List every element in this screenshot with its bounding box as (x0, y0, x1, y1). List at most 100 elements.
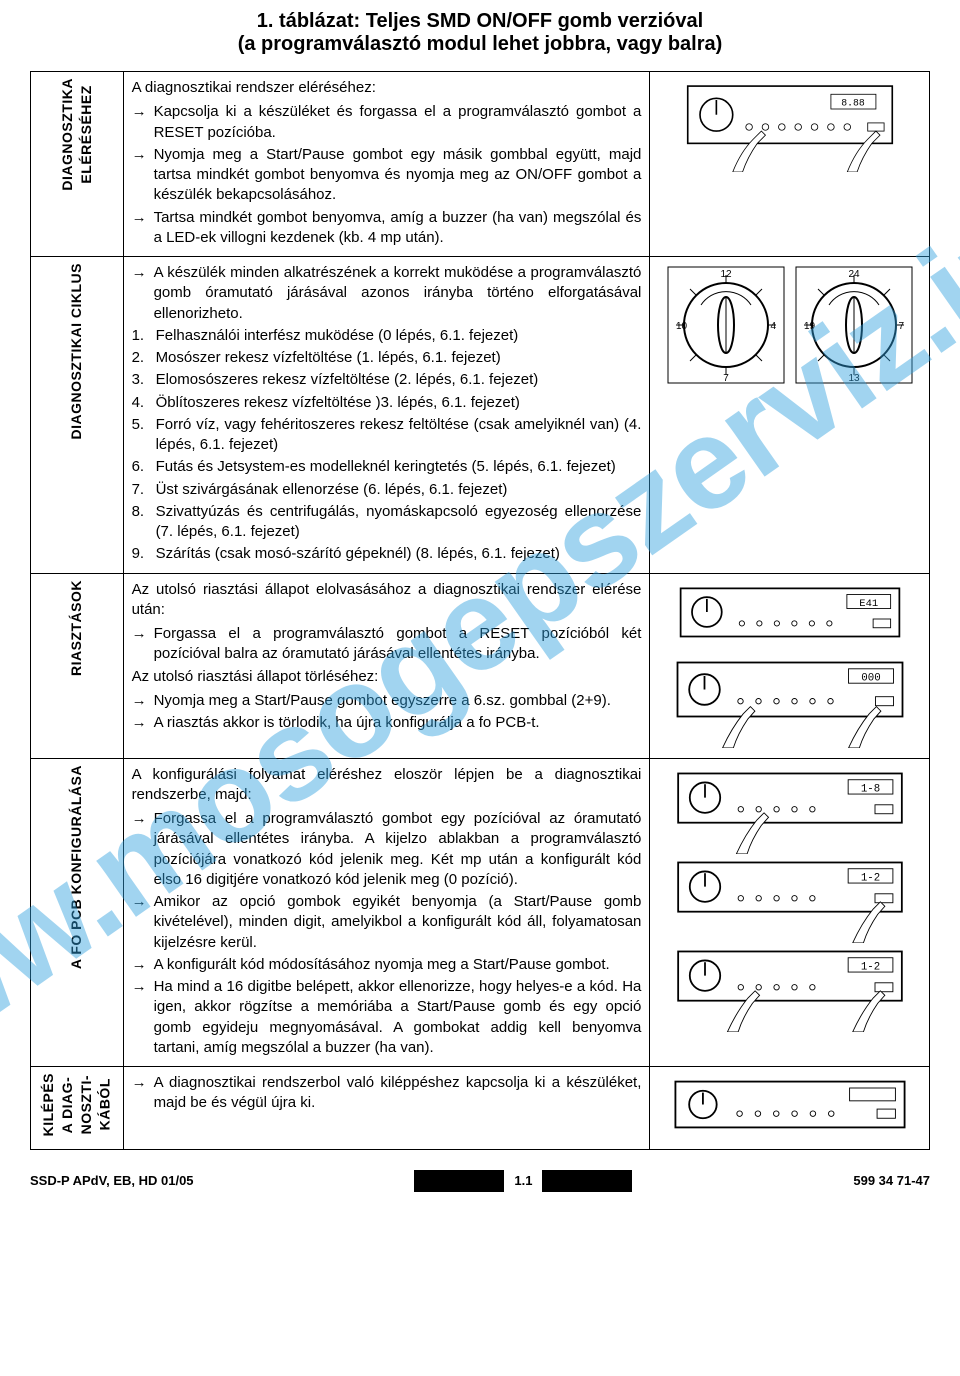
list-text: Forgassa el a programválasztó gombot egy… (154, 809, 642, 890)
intro-text: Az utolsó riasztási állapot törléséhez: (132, 667, 642, 687)
row-label-cell: DIAGNOSZTIKAI CIKLUS (31, 257, 124, 574)
list-number: 2. (132, 348, 156, 368)
dial-illustration-2: 24 19 7 13 (794, 265, 914, 385)
list-item: Nyomja meg a Start/Pause gombot egy mási… (132, 145, 642, 206)
list-text: Nyomja meg a Start/Pause gombot egy mási… (154, 145, 642, 206)
numbered-list: 1.Felhasználói interfész muködése (0 lép… (132, 326, 642, 565)
row-image-cell: 1-8 1-2 1-2 (650, 758, 930, 1067)
row-image-cell (650, 1067, 930, 1150)
list-item: 1.Felhasználói interfész muködése (0 lép… (132, 326, 642, 346)
list-text: Üst szivárgásának ellenorzése (6. lépés,… (156, 480, 642, 500)
row-label: RIASZTÁSOK (67, 580, 86, 676)
table-row: A FO PCB KONFIGURÁLÁSA A konfigurálási f… (31, 758, 930, 1067)
row-label-cell: A FO PCB KONFIGURÁLÁSA (31, 758, 124, 1067)
row-content: A diagnosztikai rendszerbol való kiléppé… (123, 1067, 650, 1150)
row-content: A készülék minden alkatrészének a korrek… (123, 257, 650, 574)
list-item: A riasztás akkor is törlodik, ha újra ko… (132, 713, 642, 733)
row-image-cell: 12 10 4 7 24 19 7 13 (650, 257, 930, 574)
arrow-list: A készülék minden alkatrészének a korrek… (132, 263, 642, 324)
list-text: Tartsa mindkét gombot benyomva, amíg a b… (154, 208, 642, 249)
svg-text:1-2: 1-2 (861, 872, 880, 884)
dial-illustration-1: 12 10 4 7 (666, 265, 786, 385)
svg-text:10: 10 (676, 321, 688, 332)
svg-text:7: 7 (723, 373, 729, 384)
svg-text:1-2: 1-2 (861, 961, 880, 973)
list-item: 8.Szivattyúzás és centrifugálás, nyomásk… (132, 502, 642, 543)
list-text: Felhasználói interfész muködése (0 lépés… (156, 326, 642, 346)
list-item: Tartsa mindkét gombot benyomva, amíg a b… (132, 208, 642, 249)
page-number: 1.1 (514, 1173, 532, 1188)
list-text: A riasztás akkor is törlodik, ha újra ko… (154, 713, 642, 733)
row-content: A konfigurálási folyamat eléréshez elosz… (123, 758, 650, 1067)
list-item: Amikor az opció gombok egyikét benyomja … (132, 892, 642, 953)
list-item: Forgassa el a programválasztó gombot egy… (132, 809, 642, 890)
list-number: 1. (132, 326, 156, 346)
list-number: 5. (132, 415, 156, 456)
list-number: 6. (132, 457, 156, 477)
control-panel-illustration: 1-2 (660, 947, 920, 1032)
list-number: 9. (132, 544, 156, 564)
row-label: KILÉPÉS A DIAG- NOSZTI- KÁBÓL (39, 1073, 115, 1136)
list-text: A konfigurált kód módosításához nyomja m… (154, 955, 642, 975)
control-panel-illustration: E41 (660, 584, 920, 654)
control-panel-illustration (660, 1077, 920, 1132)
intro-text: A konfigurálási folyamat eléréshez elosz… (132, 765, 642, 806)
list-item: 5.Forró víz, vagy fehéritoszeres rekesz … (132, 415, 642, 456)
control-panel-illustration: 8.88 (660, 82, 920, 172)
table-row: KILÉPÉS A DIAG- NOSZTI- KÁBÓL A diagnosz… (31, 1067, 930, 1150)
svg-text:000: 000 (861, 672, 880, 684)
list-text: Forgassa el a programválasztó gombot a R… (154, 624, 642, 665)
list-item: 9.Szárítás (csak mosó-szárító gépeknél) … (132, 544, 642, 564)
list-text: Mosószer rekesz vízfeltöltése (1. lépés,… (156, 348, 642, 368)
page-title: 1. táblázat: Teljes SMD ON/OFF gomb verz… (30, 10, 930, 56)
list-item: Forgassa el a programválasztó gombot a R… (132, 624, 642, 665)
footer-left: SSD-P APdV, EB, HD 01/05 (30, 1173, 194, 1188)
list-item: A készülék minden alkatrészének a korrek… (132, 263, 642, 324)
svg-text:E41: E41 (859, 597, 878, 609)
arrow-list: A diagnosztikai rendszerbol való kiléppé… (132, 1073, 642, 1114)
intro-text: Az utolsó riasztási állapot elolvasásáho… (132, 580, 642, 621)
row-label: A FO PCB KONFIGURÁLÁSA (67, 765, 86, 969)
arrow-list: Nyomja meg a Start/Pause gombot egyszerr… (132, 691, 642, 734)
table-row: DIAGNOSZTIKA ELÉRÉSÉHEZ A diagnosztikai … (31, 72, 930, 257)
list-item: Ha mind a 16 digitbe belépett, akkor ell… (132, 977, 642, 1058)
title-line-2: (a programválasztó modul lehet jobbra, v… (30, 33, 930, 56)
svg-text:12: 12 (720, 269, 732, 280)
row-label: DIAGNOSZTIKA ELÉRÉSÉHEZ (58, 78, 96, 191)
arrow-list: Kapcsolja ki a készüléket és forgassa el… (132, 102, 642, 248)
list-item: Nyomja meg a Start/Pause gombot egyszerr… (132, 691, 642, 711)
list-number: 8. (132, 502, 156, 543)
control-panel-illustration: 1-2 (660, 858, 920, 943)
row-content: A diagnosztikai rendszer eléréséhez: Kap… (123, 72, 650, 257)
list-text: Futás és Jetsystem-es modelleknél kering… (156, 457, 642, 477)
list-item: 6.Futás és Jetsystem-es modelleknél keri… (132, 457, 642, 477)
list-text: Szárítás (csak mosó-szárító gépeknél) (8… (156, 544, 642, 564)
list-number: 3. (132, 370, 156, 390)
list-item: 7.Üst szivárgásának ellenorzése (6. lépé… (132, 480, 642, 500)
arrow-list: Forgassa el a programválasztó gombot a R… (132, 624, 642, 665)
list-item: 2.Mosószer rekesz vízfeltöltése (1. lépé… (132, 348, 642, 368)
row-label-cell: RIASZTÁSOK (31, 573, 124, 758)
title-line-1: 1. táblázat: Teljes SMD ON/OFF gomb verz… (257, 10, 703, 32)
control-panel-illustration: 1-8 (660, 769, 920, 854)
black-box-icon (542, 1170, 632, 1192)
main-table: DIAGNOSZTIKA ELÉRÉSÉHEZ A diagnosztikai … (30, 71, 930, 1150)
list-text: Nyomja meg a Start/Pause gombot egyszerr… (154, 691, 642, 711)
list-text: Kapcsolja ki a készüléket és forgassa el… (154, 102, 642, 143)
list-text: Amikor az opció gombok egyikét benyomja … (154, 892, 642, 953)
row-label-cell: KILÉPÉS A DIAG- NOSZTI- KÁBÓL (31, 1067, 124, 1150)
row-content: Az utolsó riasztási állapot elolvasásáho… (123, 573, 650, 758)
list-item: Kapcsolja ki a készüléket és forgassa el… (132, 102, 642, 143)
footer-center: 1.1 (414, 1170, 632, 1192)
row-image-cell: 8.88 (650, 72, 930, 257)
row-label: DIAGNOSZTIKAI CIKLUS (67, 263, 86, 439)
list-item: A diagnosztikai rendszerbol való kiléppé… (132, 1073, 642, 1114)
list-number: 4. (132, 393, 156, 413)
table-row: RIASZTÁSOK Az utolsó riasztási állapot e… (31, 573, 930, 758)
footer-right: 599 34 71-47 (853, 1173, 930, 1188)
list-item: 4.Öblítoszeres rekesz vízfeltöltése )3. … (132, 393, 642, 413)
list-number: 7. (132, 480, 156, 500)
svg-text:1-8: 1-8 (861, 783, 880, 795)
svg-text:19: 19 (804, 321, 816, 332)
list-text: Öblítoszeres rekesz vízfeltöltése )3. lé… (156, 393, 642, 413)
